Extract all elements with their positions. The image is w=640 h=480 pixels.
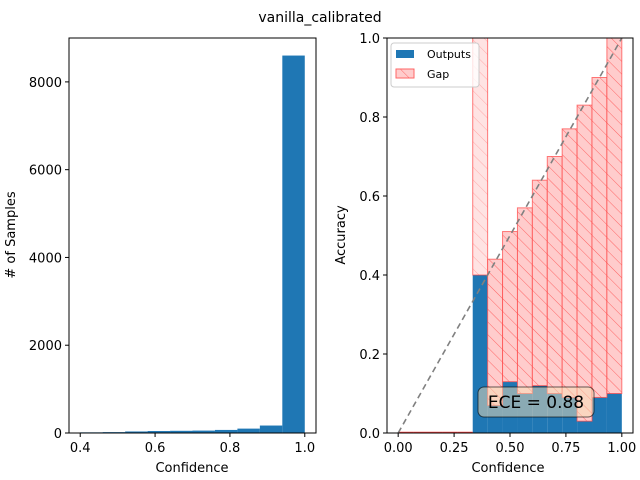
- reliability-y-label: Accuracy: [334, 205, 349, 265]
- ece-text: ECE = 0.88: [488, 393, 584, 413]
- histogram-bar: [170, 430, 193, 433]
- histogram-bar: [259, 425, 283, 433]
- histogram-panel: 0.4 0.6 0.8 1.0 0 2000 4000 6000 8000 Confidenc…: [4, 37, 317, 476]
- x-tick-label: 0.25: [440, 441, 469, 456]
- histogram-y-label: # of Samples: [4, 191, 19, 278]
- ece-annotation: ECE = 0.88: [477, 386, 595, 418]
- x-tick-label: 0.8: [220, 441, 241, 456]
- histogram-frame: [68, 37, 317, 434]
- gap-bar: [516, 207, 533, 394]
- x-tick-label: 1.0: [294, 441, 315, 456]
- x-tick-label: 0.75: [551, 441, 580, 456]
- legend-label-outputs: Outputs: [427, 48, 471, 61]
- histogram-bars: [80, 55, 305, 434]
- histogram-bar: [147, 431, 171, 433]
- gap-bar: [561, 128, 578, 398]
- y-tick-label: 6000: [29, 164, 62, 179]
- histogram-y-ticks: 0 2000 4000 6000 8000: [29, 76, 69, 442]
- gap-bar: [531, 179, 548, 387]
- x-tick-label: 0.00: [384, 441, 413, 456]
- legend-label-gap: Gap: [427, 68, 449, 81]
- y-tick-label: 0.0: [359, 427, 380, 442]
- legend: Outputs Gap: [390, 42, 480, 88]
- gap-bar: [576, 104, 593, 422]
- y-tick-label: 0.8: [359, 111, 380, 126]
- gap-bar: [591, 77, 608, 398]
- gap-bar: [546, 156, 563, 394]
- reliability-y-ticks: 0.0 0.2 0.4 0.6 0.8 1.0: [359, 32, 387, 442]
- y-tick-label: 1.0: [359, 32, 380, 47]
- histogram-bar: [125, 431, 148, 433]
- histogram-bar: [237, 428, 260, 433]
- legend-swatch-outputs: [396, 50, 414, 58]
- histogram-x-label: Confidence: [155, 461, 228, 476]
- y-tick-label: 4000: [29, 251, 62, 266]
- y-tick-label: 0.4: [359, 269, 380, 284]
- perfect-calibration-line: [397, 37, 623, 434]
- histogram-bar: [192, 430, 215, 433]
- histogram-bar: [282, 55, 305, 434]
- y-tick-label: 0: [54, 427, 62, 442]
- gap-bar: [606, 37, 623, 394]
- figure-title: vanilla_calibrated: [258, 10, 381, 26]
- y-tick-label: 2000: [29, 339, 62, 354]
- x-tick-label: 0.6: [145, 441, 166, 456]
- x-tick-label: 1.00: [607, 441, 636, 456]
- ece-box: [477, 386, 595, 418]
- gap-bar: [487, 258, 504, 406]
- reliability-x-ticks: 0.00 0.25 0.50 0.75 1.00: [384, 433, 636, 456]
- reliability-x-label: Confidence: [471, 461, 544, 476]
- x-tick-label: 0.50: [496, 441, 525, 456]
- y-tick-label: 8000: [29, 76, 62, 91]
- gap-bar: [502, 231, 518, 383]
- y-tick-label: 0.2: [359, 348, 380, 363]
- histogram-x-ticks: 0.4 0.6 0.8 1.0: [70, 433, 315, 456]
- reliability-panel: 0.00 0.25 0.50 0.75 1.00 0.00.20.40.60.81.0 …: [334, 32, 636, 476]
- legend-swatch-gap: [395, 68, 415, 79]
- y-tick-label: 0.6: [359, 190, 380, 205]
- x-tick-label: 0.4: [70, 441, 91, 456]
- outputs-bar: [606, 393, 622, 433]
- histogram-bar: [214, 429, 238, 433]
